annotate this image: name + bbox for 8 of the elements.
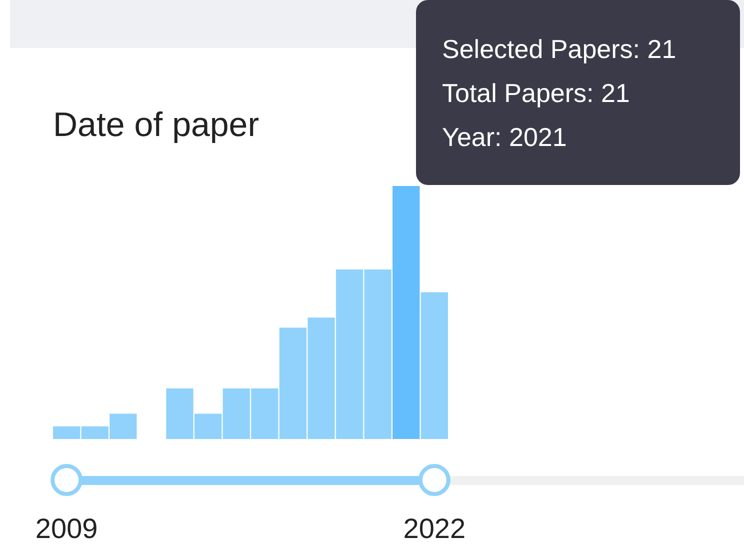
text: Total Papers: 21: [442, 78, 630, 108]
bar: [420, 292, 448, 439]
chart-title: Date of paper: [53, 106, 260, 144]
bar: [392, 186, 420, 439]
text: Selected Papers: 21: [442, 34, 676, 64]
x-tick-label: 2022: [403, 513, 466, 544]
x-tick-label: 2009: [35, 513, 98, 544]
text: Year: 2021: [442, 122, 567, 152]
